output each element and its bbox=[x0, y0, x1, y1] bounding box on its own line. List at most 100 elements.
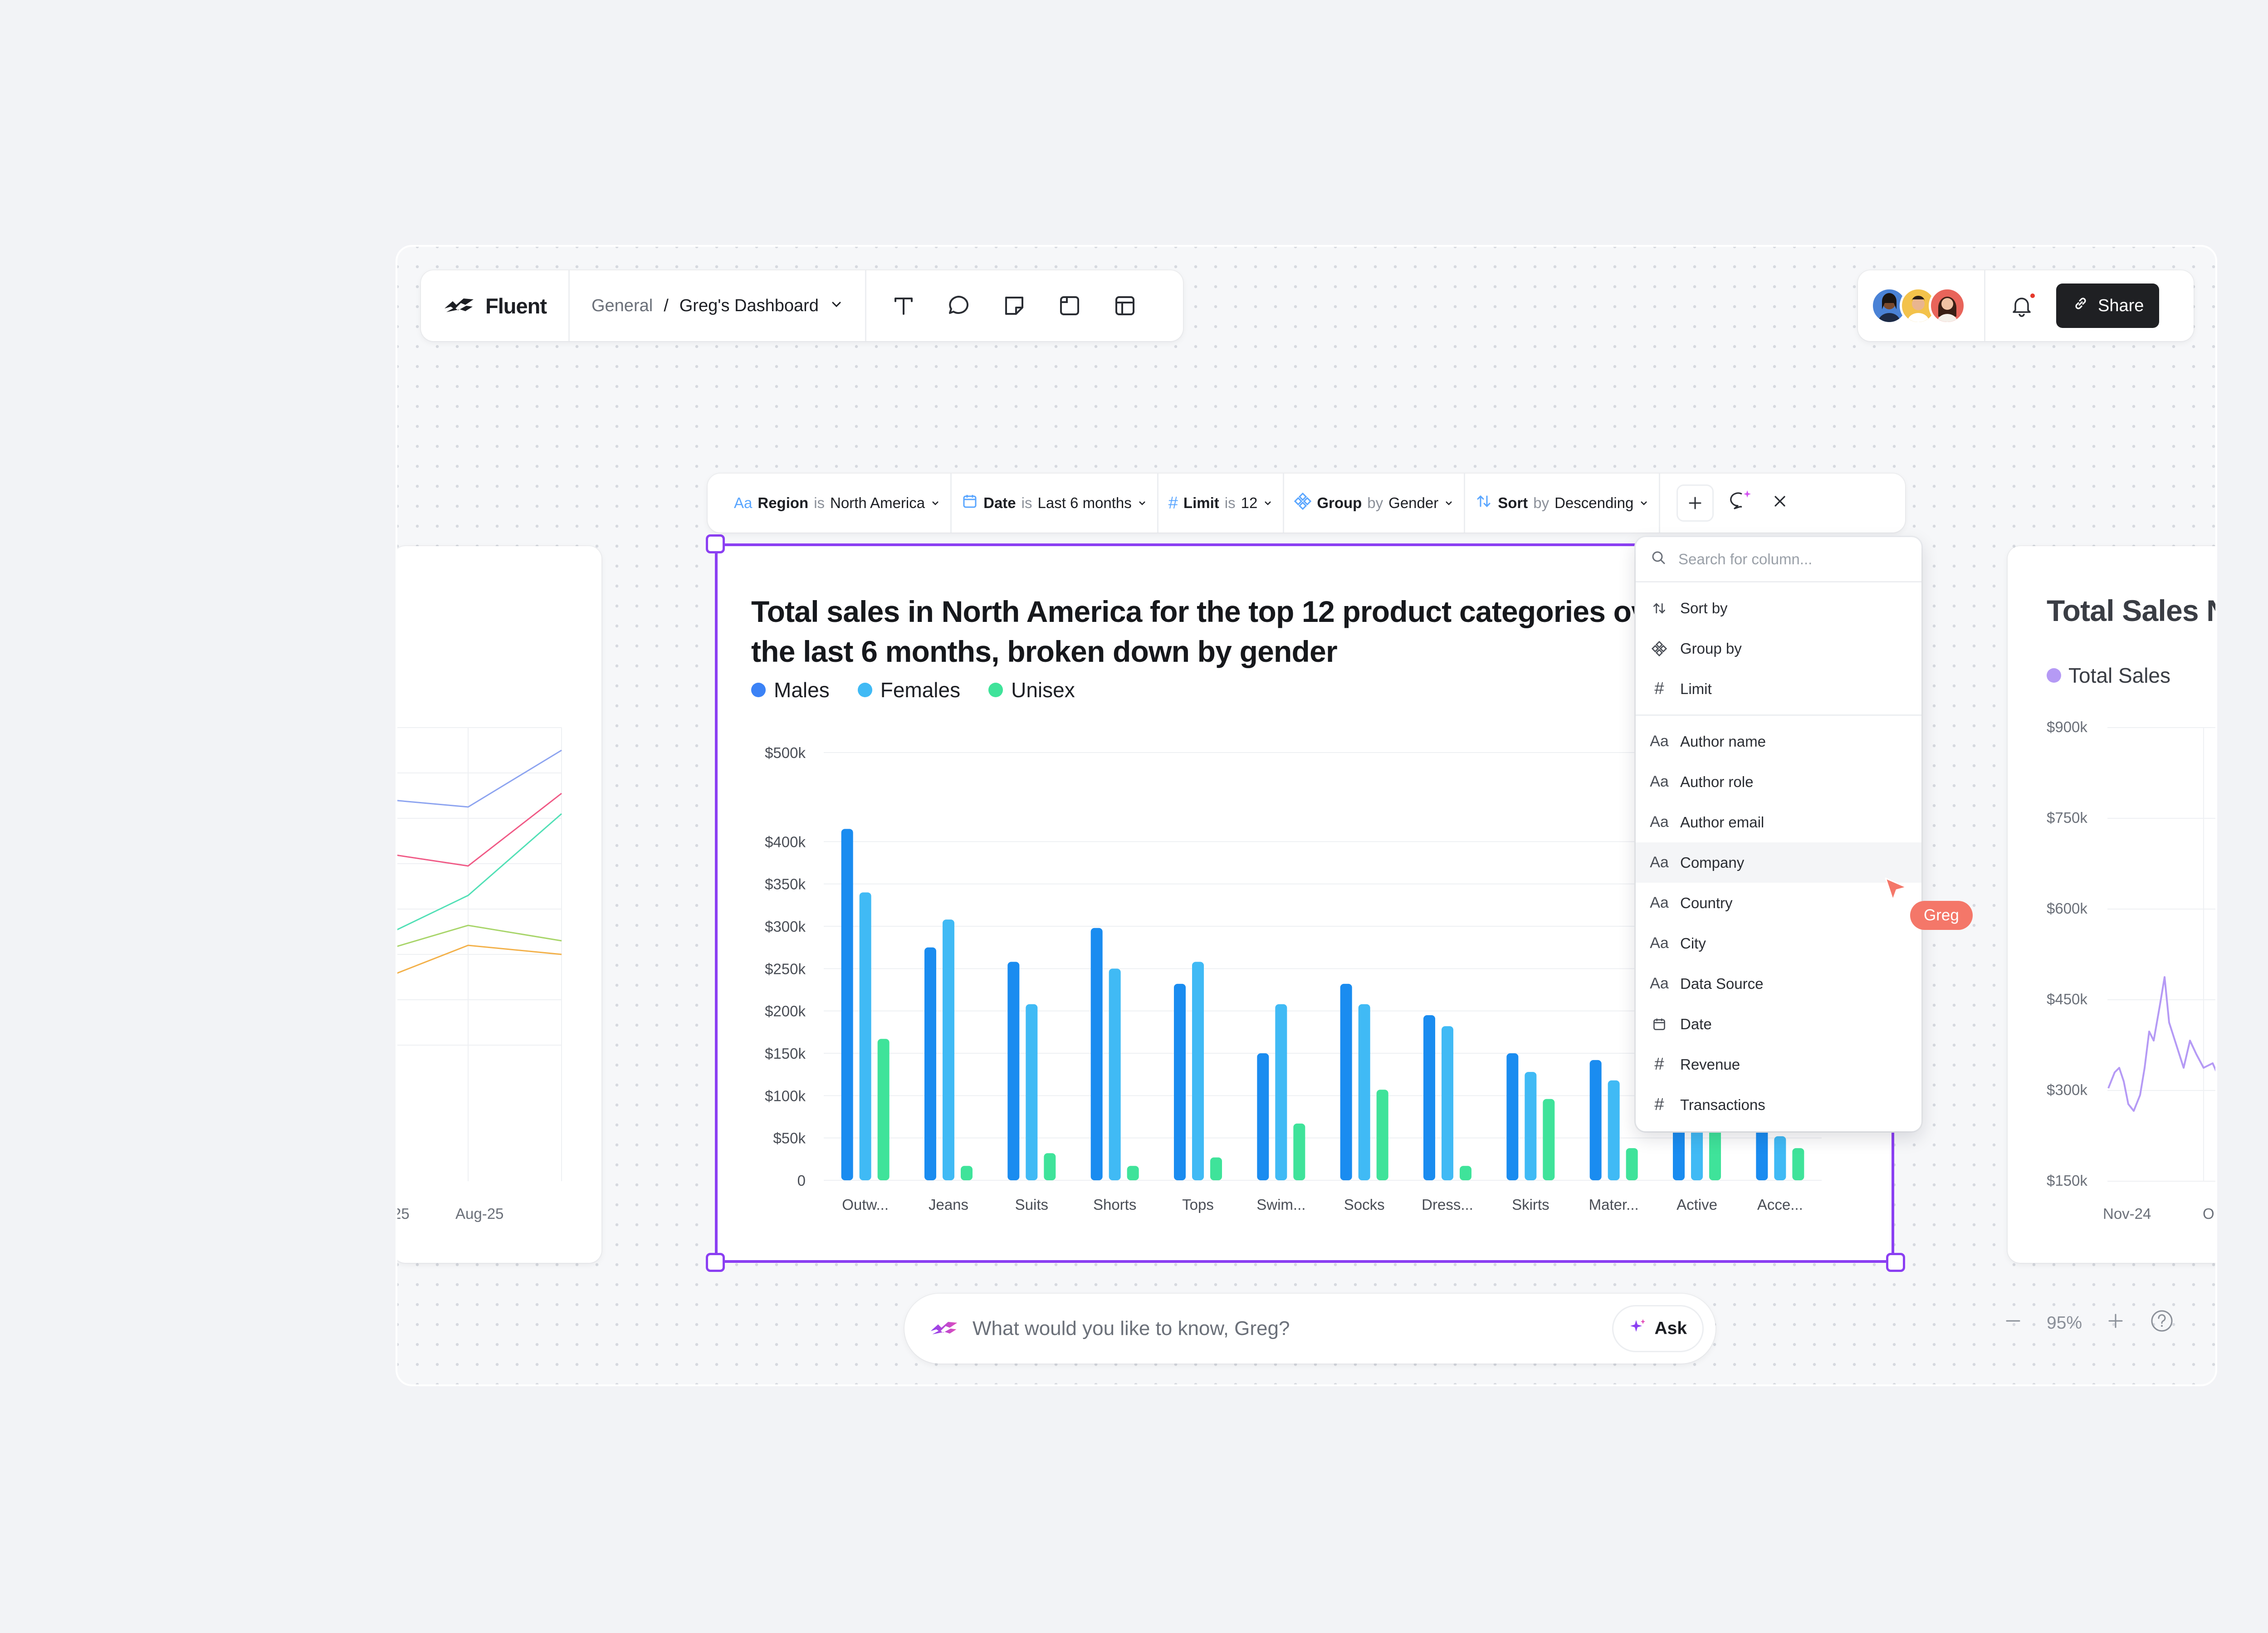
bar-males[interactable] bbox=[1090, 928, 1103, 1180]
bar-males[interactable] bbox=[1589, 1060, 1602, 1180]
menu-item-column[interactable]: # Revenue bbox=[1636, 1044, 1921, 1085]
legend-item-females[interactable]: Females bbox=[857, 678, 960, 702]
menu-item-column[interactable]: # Transactions bbox=[1636, 1085, 1921, 1125]
menu-item-label: Group by bbox=[1680, 640, 1742, 657]
resize-handle-bottom-left[interactable] bbox=[706, 1253, 725, 1272]
bar-females[interactable] bbox=[1275, 1004, 1287, 1180]
bar-females[interactable] bbox=[943, 919, 954, 1180]
menu-item-label: Author name bbox=[1680, 733, 1766, 750]
avatar[interactable] bbox=[1929, 287, 1966, 324]
share-button[interactable]: Share bbox=[2056, 284, 2160, 328]
bar-unisex[interactable] bbox=[1293, 1123, 1305, 1180]
left-line-chart bbox=[397, 727, 562, 1181]
app-logo[interactable]: Fluent bbox=[421, 270, 570, 341]
legend-item-unisex[interactable]: Unisex bbox=[988, 678, 1075, 702]
bar-males[interactable] bbox=[1756, 1121, 1768, 1180]
right-y-tick: $150k bbox=[2047, 1172, 2087, 1189]
bar-unisex[interactable] bbox=[1709, 1117, 1721, 1180]
filter-chip-group[interactable]: Group by Gender bbox=[1284, 474, 1466, 533]
resize-handle-top-left[interactable] bbox=[706, 534, 725, 553]
bar-males[interactable] bbox=[924, 947, 936, 1180]
bar-males[interactable] bbox=[841, 829, 853, 1180]
frame-tool-icon[interactable] bbox=[1056, 292, 1083, 319]
bar-males[interactable] bbox=[1257, 1053, 1269, 1180]
menu-item-column[interactable]: Aa Country bbox=[1636, 883, 1921, 923]
bar-females[interactable] bbox=[1691, 1129, 1703, 1180]
bar-unisex[interactable] bbox=[877, 1039, 890, 1180]
bar-unisex[interactable] bbox=[1127, 1166, 1139, 1180]
breadcrumb-workspace[interactable]: General bbox=[591, 296, 653, 315]
comment-tool-icon[interactable] bbox=[945, 292, 973, 319]
bar-females[interactable] bbox=[1608, 1080, 1620, 1180]
bar-unisex[interactable] bbox=[1460, 1166, 1471, 1180]
bar-unisex[interactable] bbox=[1376, 1090, 1388, 1180]
dropdown-columns: Aa Author name Aa Author role Aa Author email… bbox=[1636, 716, 1921, 1130]
text-tool-icon[interactable] bbox=[890, 292, 917, 319]
filter-field: Region bbox=[758, 494, 809, 511]
bar-unisex[interactable] bbox=[1210, 1157, 1222, 1180]
bar-males[interactable] bbox=[1506, 1053, 1519, 1180]
menu-item-column[interactable]: Aa Company bbox=[1636, 842, 1921, 883]
menu-item-column[interactable]: Aa City bbox=[1636, 923, 1921, 963]
bar-unisex[interactable] bbox=[961, 1166, 973, 1180]
menu-item-label: Data Source bbox=[1680, 975, 1764, 992]
bar-females[interactable] bbox=[1358, 1004, 1370, 1180]
text-type-icon: Aa bbox=[1650, 894, 1669, 911]
bar-unisex[interactable] bbox=[1626, 1148, 1638, 1180]
bar-females[interactable] bbox=[859, 892, 871, 1180]
menu-item-sort-by[interactable]: Sort by bbox=[1636, 588, 1921, 628]
filter-chip-limit[interactable]: # Limit is 12 bbox=[1158, 474, 1285, 533]
y-tick-label: $150k bbox=[765, 1045, 806, 1062]
filter-chip-date[interactable]: Date is Last 6 months bbox=[952, 474, 1158, 533]
left-chart-card[interactable]: 25 Aug-25 bbox=[397, 546, 601, 1263]
ask-input[interactable]: What would you like to know, Greg? bbox=[973, 1317, 1290, 1340]
chevron-down-icon[interactable] bbox=[830, 296, 843, 316]
bar-females[interactable] bbox=[1774, 1136, 1786, 1180]
resize-handle-bottom-right[interactable] bbox=[1886, 1253, 1905, 1272]
x-tick-label: Tops bbox=[1182, 1196, 1214, 1213]
menu-item-group-by[interactable]: Group by bbox=[1636, 628, 1921, 669]
filter-chip-region[interactable]: Aa Region is North America bbox=[724, 474, 952, 533]
menu-item-column[interactable]: Date bbox=[1636, 1004, 1921, 1044]
filter-chip-sort[interactable]: Sort by Descending bbox=[1465, 474, 1661, 533]
bar-females[interactable] bbox=[1442, 1026, 1453, 1180]
chevron-down-icon bbox=[1444, 494, 1454, 512]
zoom-in-icon[interactable] bbox=[2106, 1311, 2126, 1335]
collaborator-name-tag: Greg bbox=[1910, 901, 1973, 930]
legend-item-males[interactable]: Males bbox=[751, 678, 830, 702]
ask-button[interactable]: Ask bbox=[1612, 1305, 1704, 1352]
bar-chart: $500k $400k $350k $300k $250k $200k $150k $100k… bbox=[765, 744, 1822, 1213]
right-chart-card[interactable]: Total Sales N Total Sales $900k $750k $600… bbox=[2008, 546, 2215, 1263]
bar-unisex[interactable] bbox=[1044, 1153, 1056, 1180]
ai-chat-icon[interactable] bbox=[1729, 489, 1755, 518]
legend-label: Males bbox=[774, 678, 830, 702]
sticky-note-icon[interactable] bbox=[1001, 292, 1028, 319]
bar-males[interactable] bbox=[1007, 962, 1020, 1180]
bar-males[interactable] bbox=[1174, 983, 1186, 1180]
add-filter-button[interactable] bbox=[1677, 484, 1714, 522]
menu-item-column[interactable]: Aa Author role bbox=[1636, 762, 1921, 802]
chevron-down-icon bbox=[930, 494, 940, 512]
bar-females[interactable] bbox=[1192, 962, 1204, 1180]
menu-item-column[interactable]: Aa Author email bbox=[1636, 802, 1921, 842]
bar-males[interactable] bbox=[1423, 1015, 1435, 1180]
column-search-field[interactable]: Search for column... bbox=[1636, 537, 1921, 582]
breadcrumb-dashboard[interactable]: Greg's Dashboard bbox=[679, 296, 819, 315]
help-icon[interactable] bbox=[2149, 1308, 2175, 1338]
bell-icon[interactable] bbox=[2009, 292, 2036, 318]
bar-males[interactable] bbox=[1340, 983, 1352, 1180]
menu-item-column[interactable]: Aa Data Source bbox=[1636, 963, 1921, 1004]
left-series-line bbox=[397, 792, 562, 867]
close-icon[interactable] bbox=[1770, 491, 1790, 515]
bar-unisex[interactable] bbox=[1543, 1099, 1555, 1180]
bar-unisex[interactable] bbox=[1792, 1148, 1804, 1180]
bar-females[interactable] bbox=[1109, 968, 1121, 1180]
x-tick-label: Outw... bbox=[842, 1196, 889, 1213]
right-y-tick: $300k bbox=[2047, 1081, 2087, 1098]
bar-females[interactable] bbox=[1026, 1004, 1038, 1180]
menu-item-limit[interactable]: # Limit bbox=[1636, 669, 1921, 709]
bar-females[interactable] bbox=[1525, 1072, 1537, 1180]
zoom-out-icon[interactable] bbox=[2003, 1311, 2023, 1335]
menu-item-column[interactable]: Aa Author name bbox=[1636, 721, 1921, 762]
table-tool-icon[interactable] bbox=[1111, 292, 1139, 319]
